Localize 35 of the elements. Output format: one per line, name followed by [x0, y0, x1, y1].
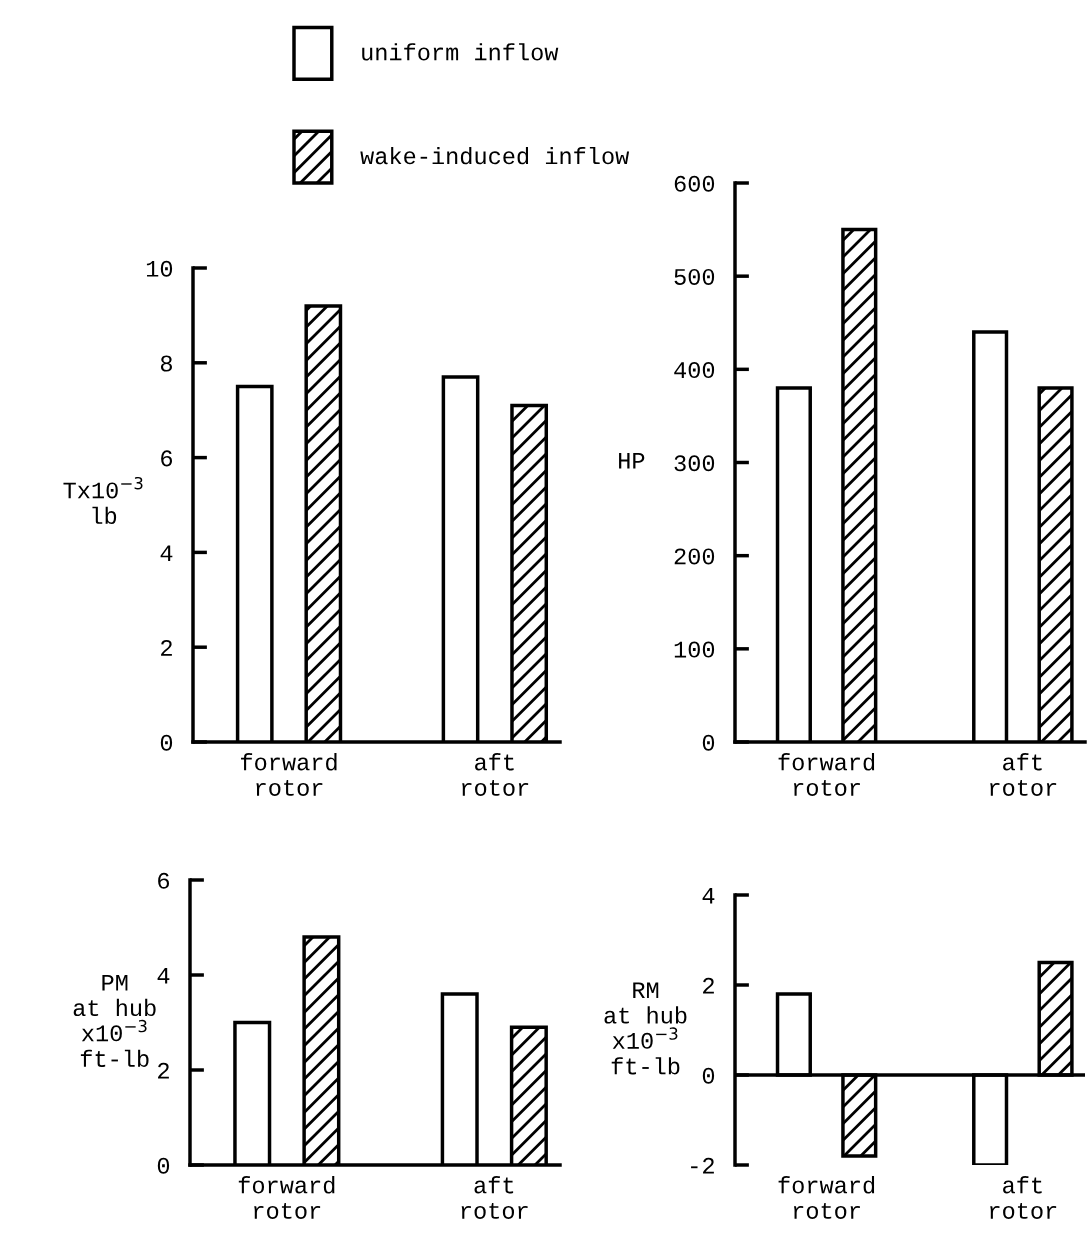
y-tick-label: 8: [160, 355, 172, 372]
y-tick-label: 2: [161, 639, 172, 656]
y-tick-label: 4: [160, 545, 173, 561]
y-axis-title: HP: [619, 453, 645, 469]
x-tick-label: aft rotor: [990, 753, 1057, 796]
y-tick-label: 600: [674, 175, 715, 192]
y-tick-label: 400: [674, 362, 715, 379]
y-tick-label: 4: [702, 888, 715, 904]
y-tick-label: 2: [158, 1062, 169, 1079]
y-tick-label: 500: [674, 268, 715, 285]
x-tick-label: forward rotor: [241, 753, 337, 796]
x-tick-label: aft rotor: [990, 1176, 1057, 1219]
y-tick-label: 0: [702, 734, 715, 751]
legend-label: uniform inflow: [362, 43, 559, 61]
y-axis-title: PM at hub x10$^{−3}$ ft-lb: [73, 974, 156, 1067]
y-axis-title: Tx10$^{−3}$ lb: [63, 476, 143, 525]
y-tick-label: 10: [146, 260, 173, 277]
y-tick-label: -2: [691, 1157, 714, 1174]
y-tick-label: 200: [674, 548, 715, 565]
y-tick-label: 6: [161, 450, 173, 467]
x-tick-label: forward rotor: [778, 1176, 875, 1219]
y-tick-label: 6: [158, 872, 170, 889]
x-tick-label: aft rotor: [461, 1176, 528, 1219]
legend-label: wake-induced inflow: [360, 146, 630, 165]
x-tick-label: forward rotor: [778, 753, 875, 796]
y-tick-label: 4: [157, 968, 170, 984]
y-tick-label: 2: [703, 977, 714, 994]
x-tick-label: aft rotor: [462, 753, 529, 796]
y-tick-label: 0: [702, 1067, 715, 1084]
y-tick-label: 300: [674, 455, 715, 472]
y-tick-label: 100: [674, 641, 715, 658]
y-tick-label: 0: [157, 1157, 170, 1174]
y-tick-label: 0: [160, 734, 173, 751]
x-tick-label: forward rotor: [238, 1176, 335, 1219]
y-axis-title: RM at hub x10$^{−3}$ ft-lb: [604, 982, 687, 1075]
